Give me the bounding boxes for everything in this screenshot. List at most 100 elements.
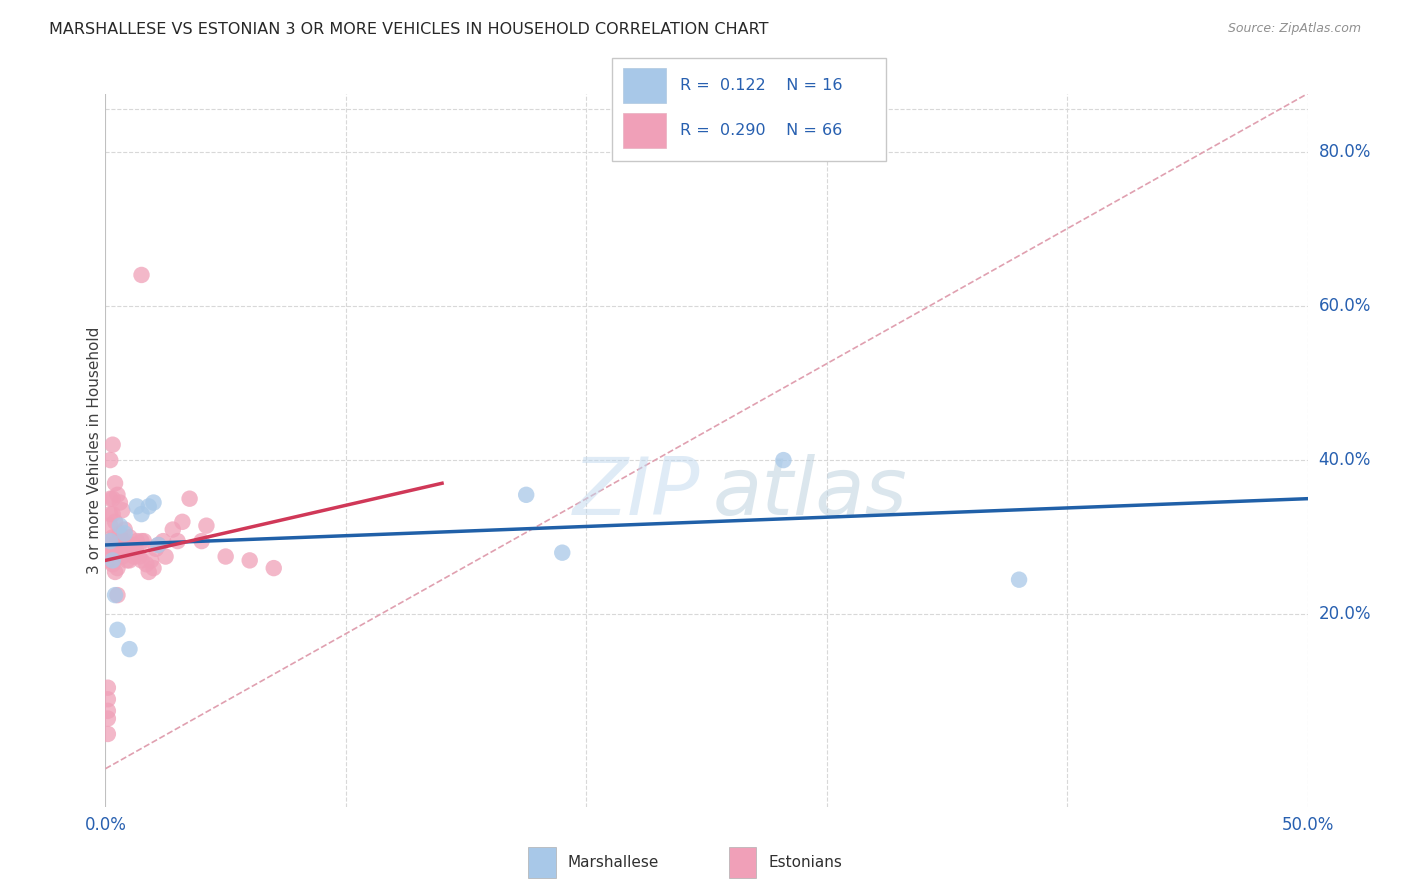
Point — [114, 526, 136, 541]
Point — [98, 453, 121, 467]
Point — [131, 507, 153, 521]
Point — [131, 534, 153, 549]
Point — [98, 491, 121, 506]
Point — [190, 534, 212, 549]
FancyBboxPatch shape — [728, 847, 756, 878]
Point — [104, 541, 127, 556]
Point — [131, 553, 153, 567]
Point — [263, 561, 285, 575]
Point — [98, 518, 121, 533]
Point — [97, 681, 120, 695]
Point — [142, 495, 165, 509]
Point — [139, 553, 162, 567]
Point — [101, 438, 124, 452]
Point — [97, 692, 120, 706]
Point — [125, 546, 148, 560]
Point — [107, 488, 129, 502]
FancyBboxPatch shape — [612, 58, 886, 161]
Text: 80.0%: 80.0% — [1319, 143, 1371, 161]
Point — [108, 518, 131, 533]
Point — [108, 495, 131, 509]
Point — [97, 704, 120, 718]
Point — [121, 538, 143, 552]
Point — [108, 541, 131, 556]
Point — [104, 565, 127, 579]
Point — [142, 561, 165, 575]
Point — [97, 727, 120, 741]
Point — [162, 523, 184, 537]
Point — [104, 476, 127, 491]
Point — [107, 623, 129, 637]
Point — [111, 549, 134, 564]
Point — [115, 541, 138, 556]
Text: 40.0%: 40.0% — [1319, 451, 1371, 469]
Point — [107, 561, 129, 575]
Text: 60.0%: 60.0% — [1319, 297, 1371, 315]
Point — [551, 546, 574, 560]
Point — [132, 534, 155, 549]
Point — [179, 491, 201, 506]
Point — [107, 588, 129, 602]
Point — [114, 534, 136, 549]
Point — [98, 534, 121, 549]
Point — [101, 530, 124, 544]
Point — [114, 523, 136, 537]
Point — [172, 515, 194, 529]
Point — [118, 530, 141, 544]
Point — [214, 549, 236, 564]
Point — [97, 538, 120, 552]
Point — [118, 553, 141, 567]
Point — [138, 500, 160, 514]
Text: R =  0.122    N = 16: R = 0.122 N = 16 — [681, 78, 842, 93]
Text: Marshallese: Marshallese — [568, 855, 659, 870]
Point — [128, 549, 150, 564]
Point — [124, 549, 146, 564]
Text: atlas: atlas — [713, 454, 907, 533]
Point — [155, 549, 177, 564]
Point — [101, 507, 124, 521]
Point — [125, 500, 148, 514]
Point — [107, 534, 129, 549]
FancyBboxPatch shape — [623, 69, 666, 103]
Point — [111, 503, 134, 517]
Text: ZIP: ZIP — [574, 454, 700, 533]
Point — [98, 534, 121, 549]
Point — [98, 546, 121, 560]
Point — [124, 538, 146, 552]
Point — [97, 553, 120, 567]
Point — [98, 507, 121, 521]
Point — [101, 541, 124, 556]
Text: R =  0.290    N = 66: R = 0.290 N = 66 — [681, 123, 842, 138]
Point — [772, 453, 794, 467]
Point — [135, 558, 157, 572]
Point — [152, 534, 174, 549]
FancyBboxPatch shape — [529, 847, 555, 878]
Point — [111, 534, 134, 549]
Point — [239, 553, 262, 567]
Y-axis label: 3 or more Vehicles in Household: 3 or more Vehicles in Household — [87, 326, 101, 574]
Point — [115, 553, 138, 567]
Point — [148, 538, 170, 552]
Point — [118, 642, 141, 657]
Point — [101, 553, 124, 567]
Point — [104, 515, 127, 529]
Point — [515, 488, 537, 502]
Point — [131, 268, 153, 282]
Point — [108, 526, 131, 541]
Point — [1008, 573, 1031, 587]
Point — [97, 712, 120, 726]
Text: MARSHALLESE VS ESTONIAN 3 OR MORE VEHICLES IN HOUSEHOLD CORRELATION CHART: MARSHALLESE VS ESTONIAN 3 OR MORE VEHICL… — [49, 22, 769, 37]
FancyBboxPatch shape — [623, 113, 666, 148]
Point — [166, 534, 188, 549]
Point — [101, 491, 124, 506]
Text: Source: ZipAtlas.com: Source: ZipAtlas.com — [1227, 22, 1361, 36]
Text: 20.0%: 20.0% — [1319, 606, 1371, 624]
Point — [148, 538, 170, 552]
Point — [125, 534, 148, 549]
Point — [195, 518, 218, 533]
Point — [145, 541, 167, 556]
Point — [104, 588, 127, 602]
Point — [138, 565, 160, 579]
Text: Estonians: Estonians — [768, 855, 842, 870]
Point — [101, 558, 124, 572]
